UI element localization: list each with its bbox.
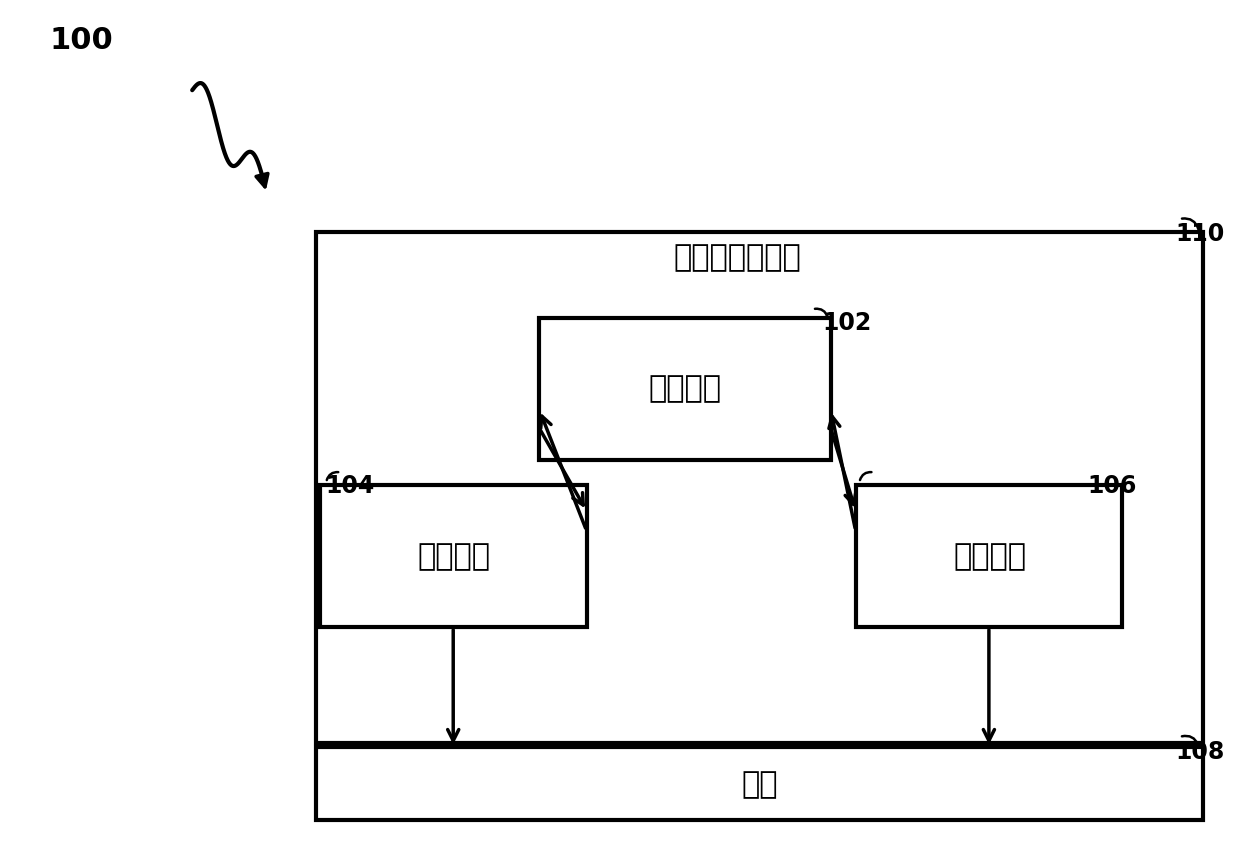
Bar [320, 485, 587, 627]
Text: 106: 106 [1087, 474, 1137, 498]
Text: 108: 108 [1176, 740, 1225, 765]
Text: 100: 100 [50, 26, 113, 55]
Bar [539, 318, 831, 460]
Text: 放电模块: 放电模块 [418, 542, 490, 571]
Text: 110: 110 [1176, 222, 1225, 246]
Text: 充电模块: 充电模块 [954, 542, 1025, 571]
Text: 控制单元: 控制单元 [649, 374, 720, 403]
Text: 电池: 电池 [742, 770, 779, 799]
Bar [316, 232, 1203, 743]
Text: 102: 102 [822, 311, 872, 335]
Bar [856, 485, 1122, 627]
Text: 电池循环测试仪: 电池循环测试仪 [673, 243, 802, 272]
Text: 104: 104 [325, 474, 374, 498]
Bar [316, 747, 1203, 820]
